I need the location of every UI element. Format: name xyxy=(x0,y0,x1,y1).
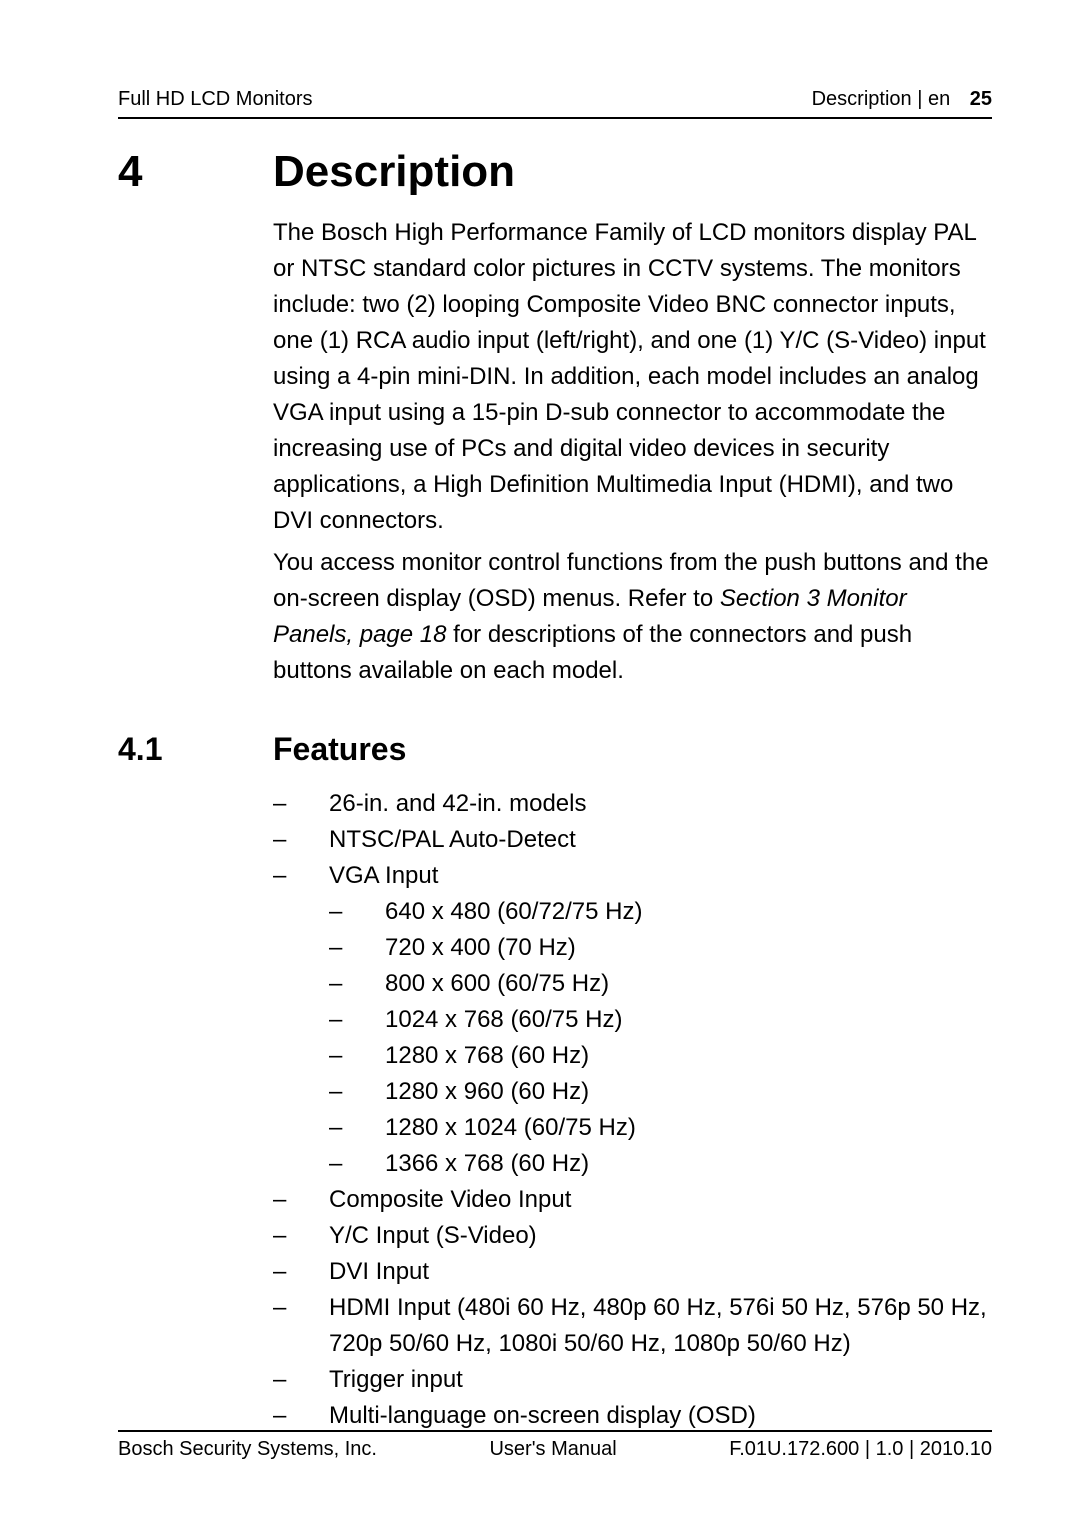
feature-subtext: 1280 x 960 (60 Hz) xyxy=(385,1074,589,1110)
feature-subitem: –1366 x 768 (60 Hz) xyxy=(329,1146,992,1182)
feature-item: –Multi-language on-screen display (OSD) xyxy=(273,1398,992,1434)
feature-text: 26-in. and 42-in. models xyxy=(329,786,586,822)
footer-right: F.01U.172.600 | 1.0 | 2010.10 xyxy=(729,1438,992,1461)
section-number: 4 xyxy=(118,147,273,197)
feature-subitem: –640 x 480 (60/72/75 Hz) xyxy=(329,894,992,930)
dash-icon: – xyxy=(273,1362,329,1398)
subsection-number: 4.1 xyxy=(118,731,273,768)
dash-icon: – xyxy=(329,966,385,1002)
feature-subtext: 1024 x 768 (60/75 Hz) xyxy=(385,1002,622,1038)
feature-item: –Trigger input xyxy=(273,1362,992,1398)
feature-subitem: –1280 x 1024 (60/75 Hz) xyxy=(329,1110,992,1146)
feature-item: –Composite Video Input xyxy=(273,1182,992,1218)
page-footer: Bosch Security Systems, Inc. User's Manu… xyxy=(118,1430,992,1461)
dash-icon: – xyxy=(273,1290,329,1362)
dash-icon: – xyxy=(329,894,385,930)
feature-item: –VGA Input xyxy=(273,858,992,894)
subsection-title: Features xyxy=(273,731,406,768)
feature-item: –NTSC/PAL Auto-Detect xyxy=(273,822,992,858)
dash-icon: – xyxy=(329,1146,385,1182)
feature-text: NTSC/PAL Auto-Detect xyxy=(329,822,576,858)
dash-icon: – xyxy=(329,1110,385,1146)
dash-icon: – xyxy=(273,1182,329,1218)
footer-left: Bosch Security Systems, Inc. xyxy=(118,1438,377,1461)
dash-icon: – xyxy=(273,1218,329,1254)
feature-text: Trigger input xyxy=(329,1362,463,1398)
page-header: Full HD LCD Monitors Description | en 25 xyxy=(118,88,992,119)
dash-icon: – xyxy=(273,858,329,894)
feature-subitem: –720 x 400 (70 Hz) xyxy=(329,930,992,966)
feature-item: –DVI Input xyxy=(273,1254,992,1290)
dash-icon: – xyxy=(329,1074,385,1110)
feature-text: DVI Input xyxy=(329,1254,429,1290)
dash-icon: – xyxy=(329,930,385,966)
feature-sublist: –640 x 480 (60/72/75 Hz)–720 x 400 (70 H… xyxy=(329,894,992,1182)
dash-icon: – xyxy=(273,822,329,858)
feature-subitem: –1024 x 768 (60/75 Hz) xyxy=(329,1002,992,1038)
section-title: Description xyxy=(273,147,515,197)
feature-item: –HDMI Input (480i 60 Hz, 480p 60 Hz, 576… xyxy=(273,1290,992,1362)
feature-subtext: 1280 x 768 (60 Hz) xyxy=(385,1038,589,1074)
feature-item: –26-in. and 42-in. models xyxy=(273,786,992,822)
feature-text: HDMI Input (480i 60 Hz, 480p 60 Hz, 576i… xyxy=(329,1290,992,1362)
subsection-header: 4.1 Features xyxy=(118,731,992,768)
dash-icon: – xyxy=(273,1254,329,1290)
description-para-1: The Bosch High Performance Family of LCD… xyxy=(273,215,992,539)
feature-text: Y/C Input (S-Video) xyxy=(329,1218,537,1254)
feature-item: –Y/C Input (S-Video) xyxy=(273,1218,992,1254)
header-right: Description | en 25 xyxy=(812,88,992,111)
dash-icon: – xyxy=(273,1398,329,1434)
dash-icon: – xyxy=(329,1038,385,1074)
feature-subitem: –800 x 600 (60/75 Hz) xyxy=(329,966,992,1002)
features-list: –26-in. and 42-in. models–NTSC/PAL Auto-… xyxy=(273,786,992,1434)
header-left: Full HD LCD Monitors xyxy=(118,88,312,111)
dash-icon: – xyxy=(329,1002,385,1038)
feature-subtext: 1280 x 1024 (60/75 Hz) xyxy=(385,1110,636,1146)
feature-subtext: 720 x 400 (70 Hz) xyxy=(385,930,576,966)
feature-subitem: –1280 x 960 (60 Hz) xyxy=(329,1074,992,1110)
header-section-label: Description | en xyxy=(812,88,951,110)
footer-center: User's Manual xyxy=(489,1438,616,1461)
feature-text: Multi-language on-screen display (OSD) xyxy=(329,1398,756,1434)
feature-text: Composite Video Input xyxy=(329,1182,571,1218)
feature-subtext: 800 x 600 (60/75 Hz) xyxy=(385,966,609,1002)
section-header: 4 Description xyxy=(118,147,992,197)
description-para-2: You access monitor control functions fro… xyxy=(273,545,992,689)
feature-text: VGA Input xyxy=(329,858,438,894)
feature-subtext: 1366 x 768 (60 Hz) xyxy=(385,1146,589,1182)
feature-subtext: 640 x 480 (60/72/75 Hz) xyxy=(385,894,643,930)
page-number: 25 xyxy=(970,88,992,110)
feature-subitem: –1280 x 768 (60 Hz) xyxy=(329,1038,992,1074)
dash-icon: – xyxy=(273,786,329,822)
